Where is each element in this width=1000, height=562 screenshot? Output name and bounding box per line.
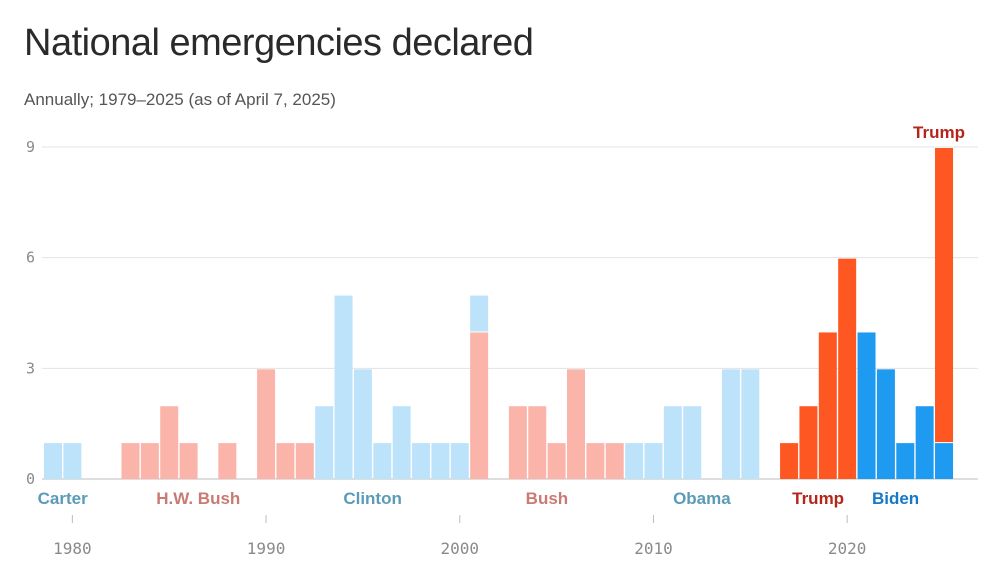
bar-2021-biden [857, 332, 876, 479]
x-tick-label: 1990 [247, 539, 286, 558]
bars [44, 148, 954, 479]
bar-2025-trump [935, 148, 954, 443]
bar-2011-obama [663, 406, 682, 479]
bar-2009-obama [625, 443, 644, 479]
president-label: Bush [526, 489, 569, 508]
bar-2006-bush [566, 369, 585, 479]
y-tick-label: 0 [26, 470, 35, 488]
bar-2018-trump [799, 406, 818, 479]
bar-2003-bush [508, 406, 527, 479]
bar-2022-biden [876, 369, 895, 479]
y-tick-label: 9 [26, 138, 35, 156]
bar-2019-trump [818, 332, 837, 479]
bar-1996-clinton [373, 443, 392, 479]
bar-1992-hwbush [295, 443, 314, 479]
bar-1980-carter [63, 443, 82, 479]
bar-1995-clinton [353, 369, 372, 479]
bar-1999-clinton [431, 443, 450, 479]
y-axis: 0 3 6 9 [26, 138, 35, 488]
bar-2015-obama [741, 369, 760, 479]
president-label: H.W. Bush [156, 489, 240, 508]
bar-1993-clinton [315, 406, 334, 479]
bar-2023-biden [896, 443, 915, 479]
president-label: Clinton [343, 489, 402, 508]
x-tick-label: 2020 [828, 539, 867, 558]
president-label: Trump [792, 489, 844, 508]
bar-1986-reagan [179, 443, 198, 479]
bar-2008-bush [605, 443, 624, 479]
bar-1983-reagan [121, 443, 140, 479]
bar-1997-clinton [392, 406, 411, 479]
x-tick-label: 2010 [634, 539, 673, 558]
bar-2004-bush [528, 406, 547, 479]
bar-1985-reagan [160, 406, 179, 479]
bar-2000-clinton [450, 443, 469, 479]
x-tick-label: 2000 [441, 539, 480, 558]
bar-2007-bush [586, 443, 605, 479]
president-label: Carter [38, 489, 88, 508]
bar-2024-biden [915, 406, 934, 479]
bar-2025-biden [935, 443, 954, 479]
bar-2014-obama [721, 369, 740, 479]
y-tick-label: 6 [26, 249, 35, 267]
president-labels: Carter H.W. Bush Clinton Bush Obama Trump Bide… [38, 123, 965, 508]
x-axis: 1980 1990 2000 2010 2020 [53, 515, 866, 558]
y-tick-label: 3 [26, 359, 35, 377]
president-label: Obama [673, 489, 731, 508]
bar-1990-hwbush [257, 369, 276, 479]
x-tick-label: 1980 [53, 539, 92, 558]
bar-2017-trump [780, 443, 799, 479]
bar-1984-reagan [140, 443, 159, 479]
bar-2001-clinton [470, 295, 489, 332]
top-president-label: Trump [913, 123, 965, 142]
bar-1991-hwbush [276, 443, 295, 479]
bar-1994-clinton [334, 295, 353, 479]
bar-1979-carter [44, 443, 62, 479]
chart-subtitle: Annually; 1979–2025 (as of April 7, 2025… [24, 90, 336, 109]
bar-1988-reagan [218, 443, 237, 479]
bar-2020-trump [838, 258, 857, 479]
bar-1998-clinton [412, 443, 431, 479]
bar-2012-obama [683, 406, 702, 479]
chart-title: National emergencies declared [24, 22, 534, 64]
bar-2010-obama [644, 443, 663, 479]
president-label: Biden [872, 489, 919, 508]
bar-2005-bush [547, 443, 566, 479]
bar-2001-bush [470, 332, 489, 479]
